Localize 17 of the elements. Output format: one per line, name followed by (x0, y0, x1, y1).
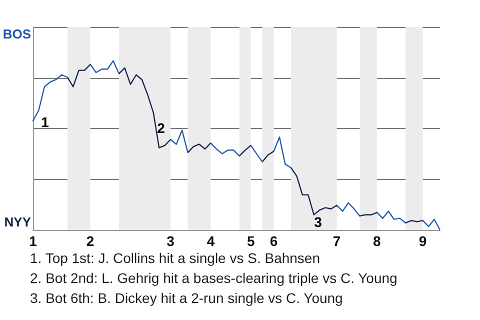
x-tick-label: 4 (206, 233, 215, 249)
x-tick-label: 2 (86, 233, 94, 249)
text: BOS (2, 26, 32, 42)
text: 2. Bot 2nd: L. Gehrig hit a bases-clearing triple vs C. Young (30, 270, 398, 286)
x-tick-label: 3 (166, 233, 175, 249)
annotation: 2 (157, 120, 166, 136)
x-tick-label: 8 (373, 233, 382, 249)
x-tick-label: 5 (246, 233, 255, 249)
text: 3. Bot 6th: B. Dickey hit a 2-run single vs C. Young (30, 290, 343, 306)
x-tick-label: 1 (29, 233, 38, 249)
x-tick-label: 9 (418, 233, 427, 249)
x-tick-label: 6 (270, 233, 278, 249)
annotation: 3 (314, 214, 322, 230)
text: 1. Top 1st: J. Collins hit a single vs S. Bahnsen (30, 250, 320, 266)
x-tick-label: 7 (332, 233, 341, 249)
text: NYY (4, 214, 32, 230)
annotation: 1 (41, 114, 50, 130)
